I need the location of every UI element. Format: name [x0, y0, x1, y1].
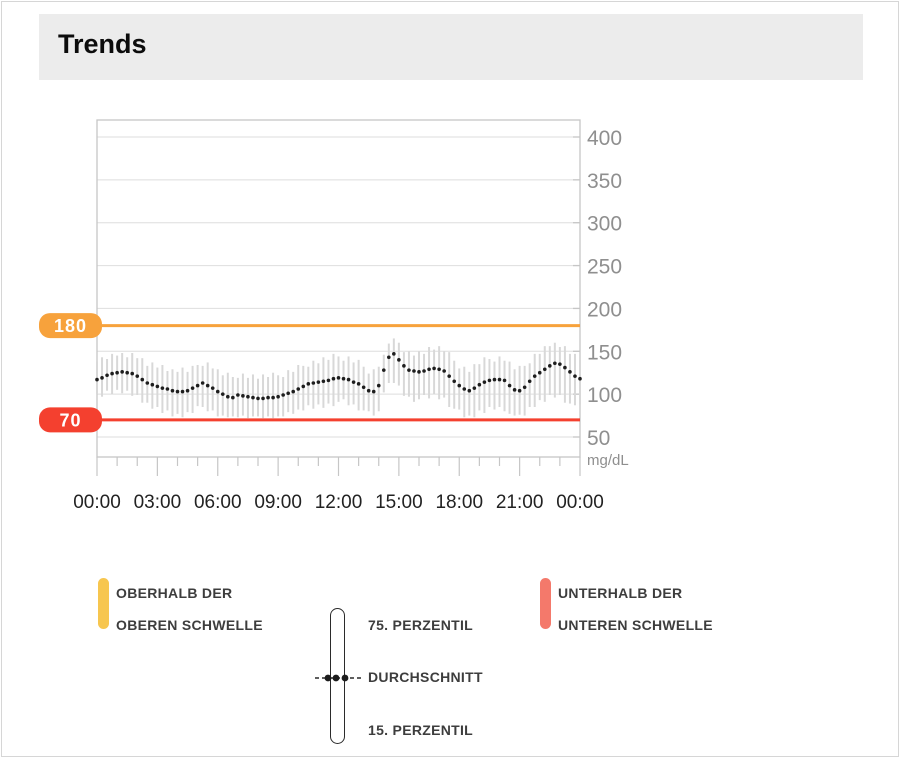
svg-text:09:00: 09:00 — [254, 492, 302, 513]
legend-below-line1: UNTERHALB DER — [558, 585, 683, 601]
upper-threshold-badge-label: 180 — [54, 316, 87, 336]
average-dots-icon — [315, 674, 361, 682]
svg-text:15:00: 15:00 — [375, 492, 423, 513]
page-title: Trends — [58, 29, 147, 59]
svg-text:00:00: 00:00 — [73, 492, 121, 513]
below-range-swatch — [540, 578, 551, 629]
upper-threshold: 180 — [39, 313, 580, 339]
lower-threshold-badge — [39, 407, 102, 433]
lower-threshold-badge-label: 70 — [59, 410, 81, 430]
svg-text:400: 400 — [587, 127, 622, 150]
plot-border — [96, 119, 581, 458]
svg-text:06:00: 06:00 — [194, 492, 242, 513]
legend-above-line1: OBERHALB DER — [116, 585, 233, 601]
y-axis-unit: mg/dL — [587, 452, 629, 469]
svg-text:18:00: 18:00 — [435, 492, 483, 513]
legend-p15-label: 15. PERZENTIL — [368, 722, 474, 738]
svg-text:100: 100 — [587, 384, 622, 407]
svg-text:200: 200 — [587, 298, 622, 321]
above-range-swatch — [98, 578, 109, 629]
y-axis: 400 350 300 250 200 150 100 50 mg/dL — [573, 127, 629, 469]
average-line — [95, 352, 582, 401]
trends-chart: 400 350 300 250 200 150 100 50 mg/dL 00:00 03:00 06… — [39, 119, 629, 513]
x-axis: 00:00 03:00 06:00 09:00 12:00 15:00 18:00 21:00… — [73, 457, 604, 513]
lower-threshold: 70 — [39, 407, 580, 433]
upper-threshold-badge — [39, 313, 102, 339]
legend-below-line2: UNTEREN SCHWELLE — [558, 617, 713, 633]
svg-text:150: 150 — [587, 341, 622, 364]
legend-average-label: DURCHSCHNITT — [368, 669, 483, 685]
svg-text:300: 300 — [587, 213, 622, 236]
svg-text:350: 350 — [587, 170, 622, 193]
legend-p75-label: 75. PERZENTIL — [368, 617, 474, 633]
svg-text:03:00: 03:00 — [134, 492, 182, 513]
svg-text:00:00: 00:00 — [556, 492, 604, 513]
svg-text:50: 50 — [587, 427, 610, 450]
svg-text:21:00: 21:00 — [496, 492, 544, 513]
legend-above-line2: OBEREN SCHWELLE — [116, 617, 263, 633]
svg-text:250: 250 — [587, 256, 622, 279]
header-bar: Trends — [39, 14, 863, 80]
svg-text:12:00: 12:00 — [315, 492, 363, 513]
